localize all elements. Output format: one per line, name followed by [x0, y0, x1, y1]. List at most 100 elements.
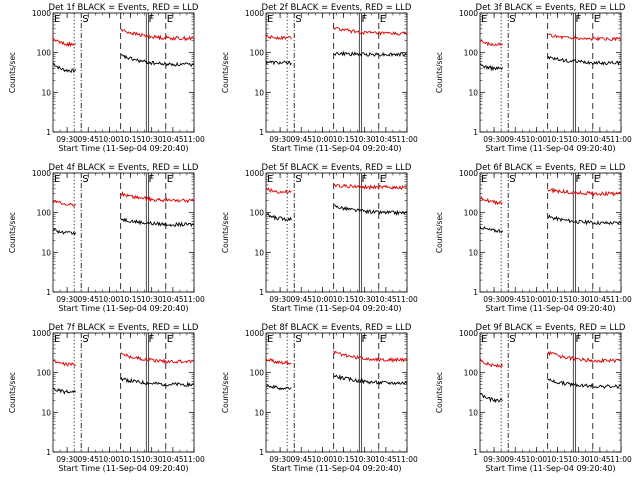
y-axis-label: Counts/sec — [435, 372, 444, 413]
event-marker-label: E — [54, 174, 60, 185]
y-tick-label: 100 — [250, 209, 265, 218]
y-tick-label: 100 — [464, 209, 479, 218]
x-tick-label: 10:30 — [141, 135, 163, 144]
y-tick-label: 10 — [254, 88, 264, 97]
x-axis-label: Start Time (11-Sep-04 09:20:40) — [58, 304, 188, 313]
lld-trace — [479, 357, 504, 368]
x-tick-label: 09:45 — [77, 135, 99, 144]
x-tick-label: 10:15 — [120, 455, 142, 464]
x-tick-label: 09:30 — [56, 455, 78, 464]
y-tick-label: 1 — [473, 448, 478, 457]
y-tick-label: 1000 — [459, 169, 478, 178]
y-tick-label: 100 — [250, 49, 265, 58]
x-tick-label: 10:15 — [333, 295, 355, 304]
x-tick-label: 10:15 — [547, 455, 569, 464]
panel-title: Det 2f BLACK = Events, RED = LLD — [262, 3, 412, 13]
event-marker-label: E — [594, 174, 600, 185]
y-tick-label: 1000 — [245, 329, 264, 338]
x-tick-label: 10:30 — [354, 295, 376, 304]
y-axis-label: Counts/sec — [221, 52, 230, 93]
event-marker-label: F — [361, 14, 367, 25]
y-tick-label: 100 — [37, 209, 52, 218]
x-tick-label: 11:00 — [396, 455, 418, 464]
x-tick-label: 09:30 — [269, 455, 291, 464]
events-trace — [333, 373, 408, 386]
x-tick-label: 11:00 — [610, 455, 632, 464]
x-tick-label: 10:15 — [333, 135, 355, 144]
events-trace — [333, 204, 408, 216]
lld-trace — [265, 358, 292, 366]
lld-trace — [52, 199, 76, 207]
event-marker-label: S — [509, 334, 515, 345]
event-marker-label: F — [575, 14, 581, 25]
event-marker-label: E — [167, 14, 173, 25]
panel-det-5: Det 5f BLACK = Events, RED = LLD 1 10 100 10… — [221, 163, 418, 313]
x-tick-label: 10:00 — [526, 295, 548, 304]
events-trace — [52, 227, 77, 236]
event-marker-label: E — [594, 334, 600, 345]
event-marker-label: E — [380, 14, 386, 25]
panel-title: Det 7f BLACK = Events, RED = LLD — [49, 323, 199, 333]
y-tick-label: 100 — [250, 369, 265, 378]
y-tick-label: 10 — [468, 248, 478, 257]
event-marker-label: S — [82, 14, 88, 25]
x-tick-label: 10:00 — [526, 455, 548, 464]
lld-trace — [52, 36, 76, 48]
event-marker-label: E — [54, 334, 60, 345]
x-tick-label: 10:00 — [99, 295, 121, 304]
y-tick-label: 10 — [41, 88, 51, 97]
x-axis-label: Start Time (11-Sep-04 09:20:40) — [485, 304, 615, 313]
lld-trace — [120, 190, 195, 204]
event-marker-label: F — [575, 334, 581, 345]
event-marker-label: F — [361, 174, 367, 185]
y-axis-label: Counts/sec — [8, 372, 17, 413]
x-tick-label: 11:00 — [610, 295, 632, 304]
lld-trace — [479, 38, 503, 47]
event-marker-label: F — [575, 174, 581, 185]
events-trace — [120, 53, 195, 67]
event-marker-label: S — [295, 334, 301, 345]
x-tick-label: 11:00 — [183, 455, 205, 464]
x-tick-label: 10:15 — [547, 135, 569, 144]
panel-title: Det 5f BLACK = Events, RED = LLD — [262, 163, 412, 173]
x-tick-label: 10:15 — [547, 295, 569, 304]
x-tick-label: 11:00 — [396, 135, 418, 144]
x-tick-label: 09:45 — [290, 295, 312, 304]
y-axis-label: Counts/sec — [435, 212, 444, 253]
x-axis-label: Start Time (11-Sep-04 09:20:40) — [58, 464, 188, 473]
x-tick-label: 09:45 — [77, 295, 99, 304]
y-tick-label: 1000 — [245, 9, 264, 18]
x-tick-label: 10:00 — [312, 135, 334, 144]
x-tick-label: 10:45 — [589, 135, 611, 144]
y-tick-label: 100 — [464, 49, 479, 58]
panel-det-1: Det 1f BLACK = Events, RED = LLD 1 10 100 10… — [8, 3, 205, 153]
event-marker-label: E — [267, 174, 273, 185]
y-tick-label: 1000 — [32, 169, 51, 178]
event-marker-label: E — [54, 14, 60, 25]
y-tick-label: 10 — [468, 88, 478, 97]
y-tick-label: 100 — [37, 49, 52, 58]
x-tick-label: 10:30 — [568, 135, 590, 144]
y-tick-label: 1000 — [459, 329, 478, 338]
x-tick-label: 09:30 — [483, 295, 505, 304]
x-tick-label: 11:00 — [610, 135, 632, 144]
lld-trace — [547, 350, 622, 364]
x-tick-label: 10:45 — [589, 455, 611, 464]
x-tick-label: 10:45 — [375, 135, 397, 144]
event-marker-label: E — [594, 14, 600, 25]
event-marker-label: F — [148, 14, 154, 25]
event-marker-label: S — [295, 14, 301, 25]
y-tick-label: 1 — [46, 448, 51, 457]
y-tick-label: 1 — [46, 288, 51, 297]
lld-trace — [333, 27, 408, 36]
event-marker-label: S — [82, 334, 88, 345]
x-tick-label: 09:30 — [56, 295, 78, 304]
x-axis-label: Start Time (11-Sep-04 09:20:40) — [485, 464, 615, 473]
x-tick-label: 10:30 — [354, 455, 376, 464]
events-trace — [479, 225, 504, 234]
panel-title: Det 3f BLACK = Events, RED = LLD — [476, 3, 626, 13]
y-tick-label: 10 — [254, 248, 264, 257]
panel-title: Det 4f BLACK = Events, RED = LLD — [49, 163, 199, 173]
x-tick-label: 10:00 — [526, 135, 548, 144]
